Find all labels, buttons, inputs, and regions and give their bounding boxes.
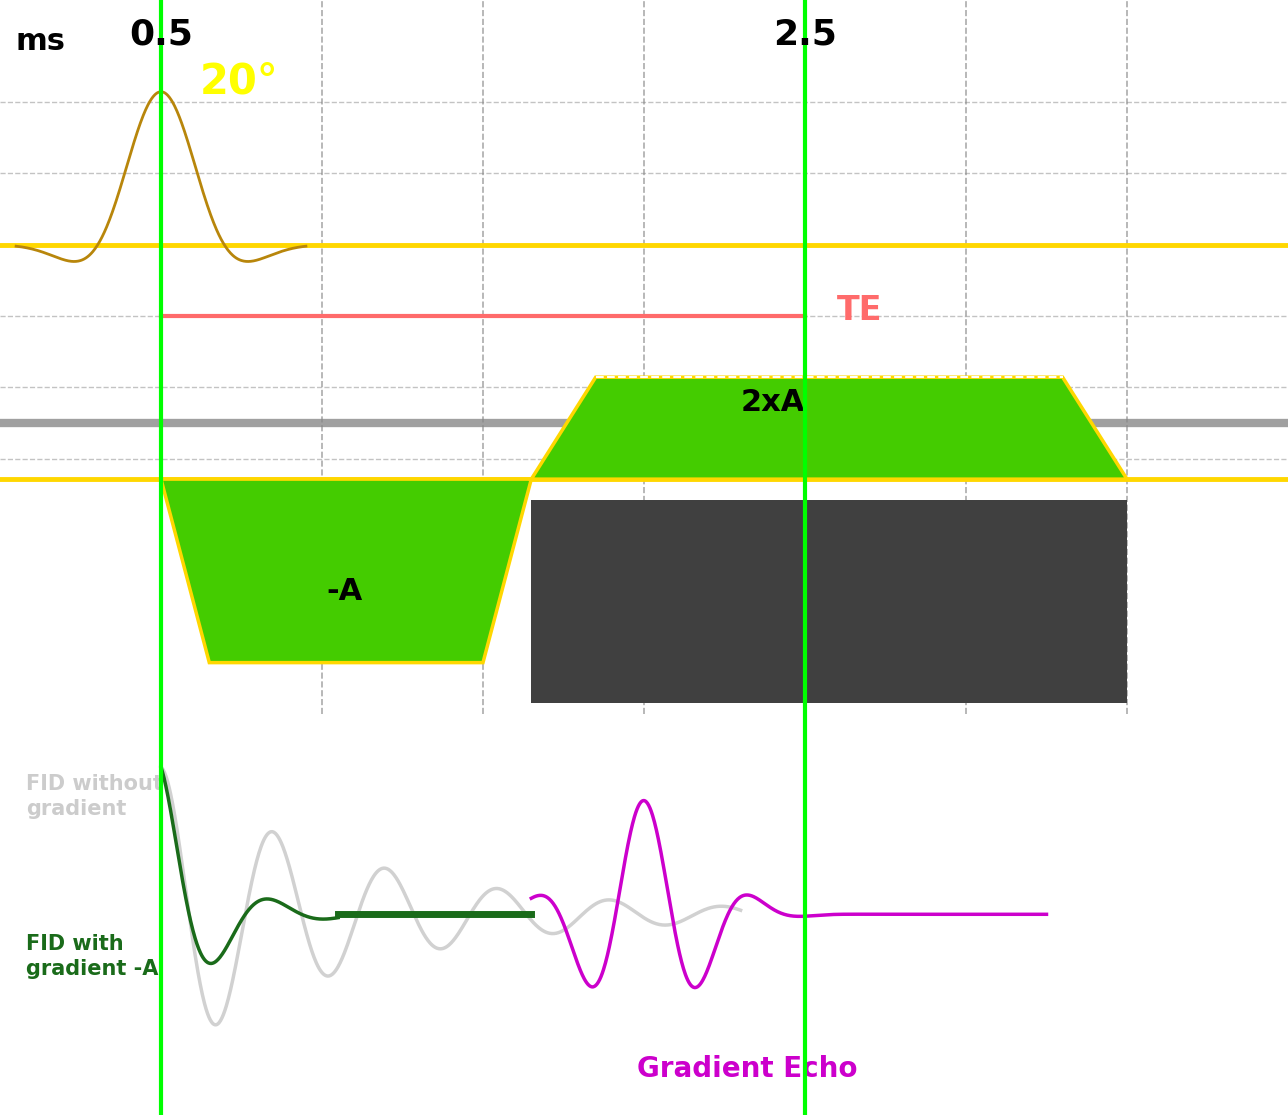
FancyBboxPatch shape <box>531 500 805 704</box>
Text: -A: -A <box>326 576 363 605</box>
Text: ms: ms <box>15 27 66 56</box>
Polygon shape <box>161 479 531 662</box>
Text: FID without
gradient: FID without gradient <box>26 774 162 818</box>
Text: TE: TE <box>837 294 882 328</box>
Text: 0.5: 0.5 <box>129 18 193 51</box>
Polygon shape <box>531 377 1127 479</box>
Text: FID with
gradient -A: FID with gradient -A <box>26 934 158 979</box>
Text: 2.5: 2.5 <box>773 18 837 51</box>
Text: 20°: 20° <box>200 60 278 103</box>
Text: 2xA: 2xA <box>741 388 805 417</box>
Text: Gradient Echo: Gradient Echo <box>636 1055 858 1083</box>
FancyBboxPatch shape <box>805 500 1127 704</box>
